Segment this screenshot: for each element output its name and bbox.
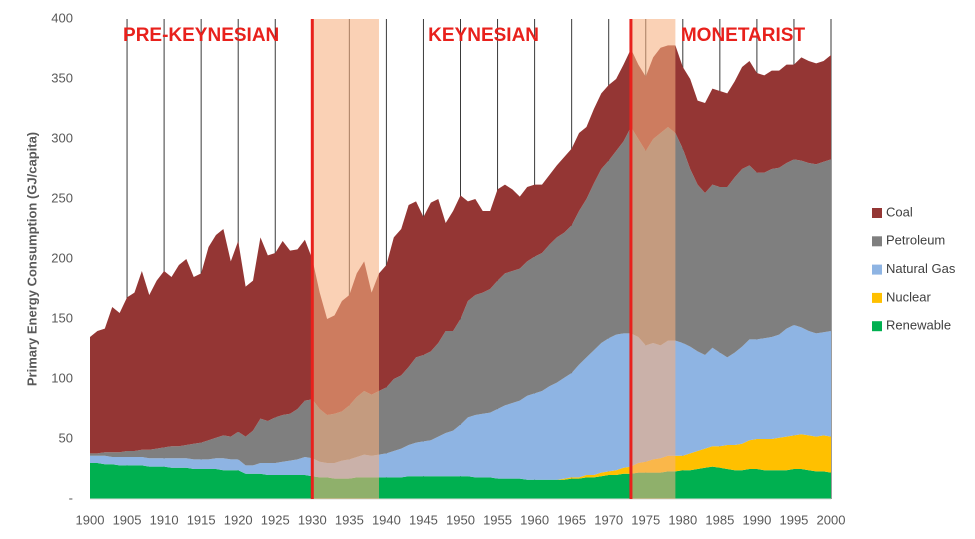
- x-tick-label: 1985: [705, 512, 734, 527]
- legend-label: Petroleum: [886, 233, 945, 248]
- period-label: MONETARIST: [681, 25, 806, 46]
- y-tick-label: 250: [51, 190, 73, 205]
- x-tick-label: 1915: [187, 512, 216, 527]
- y-axis-title: Primary Energy Consumption (GJ/capita): [24, 132, 39, 386]
- y-tick-label: 100: [51, 370, 73, 385]
- x-tick-label: 1950: [446, 512, 475, 527]
- y-tick-label: 200: [51, 250, 73, 265]
- x-tick-label: 1975: [631, 512, 660, 527]
- x-tick-label: 2000: [817, 512, 846, 527]
- period-label: KEYNESIAN: [428, 25, 539, 46]
- legend-swatch: [872, 292, 882, 303]
- shaded-span: [630, 19, 676, 499]
- y-tick-label: 50: [59, 430, 73, 445]
- legend-label: Renewable: [886, 318, 951, 333]
- x-tick-label: 1935: [335, 512, 364, 527]
- x-tick-label: 1940: [372, 512, 401, 527]
- y-tick-label: 350: [51, 70, 73, 85]
- x-tick-label: 1920: [224, 512, 253, 527]
- legend-swatch: [872, 264, 882, 275]
- x-tick-label: 1905: [113, 512, 142, 527]
- x-tick-label: 1980: [668, 512, 697, 527]
- x-tick-label: 1955: [483, 512, 512, 527]
- period-label: PRE-KEYNESIAN: [123, 25, 279, 46]
- y-tick-label: 150: [51, 310, 73, 325]
- legend-swatch: [872, 208, 882, 218]
- y-tick-label: 400: [51, 10, 73, 25]
- x-tick-label: 1930: [298, 512, 327, 527]
- x-tick-label: 1970: [594, 512, 623, 527]
- x-tick-label: 1900: [76, 512, 105, 527]
- legend-label: Natural Gas: [886, 261, 956, 276]
- y-tick-label: -: [69, 490, 73, 505]
- legend-swatch: [872, 321, 882, 332]
- x-tick-label: 1965: [557, 512, 586, 527]
- y-tick-label: 300: [51, 130, 73, 145]
- legend-label: Coal: [886, 204, 913, 219]
- shaded-span: [312, 19, 379, 499]
- x-tick-label: 1995: [779, 512, 808, 527]
- legend-label: Nuclear: [886, 289, 931, 304]
- x-tick-label: 1910: [150, 512, 179, 527]
- x-tick-label: 1960: [520, 512, 549, 527]
- legend-swatch: [872, 236, 882, 247]
- x-tick-label: 1945: [409, 512, 438, 527]
- x-tick-label: 1925: [261, 512, 290, 527]
- x-tick-label: 1990: [742, 512, 771, 527]
